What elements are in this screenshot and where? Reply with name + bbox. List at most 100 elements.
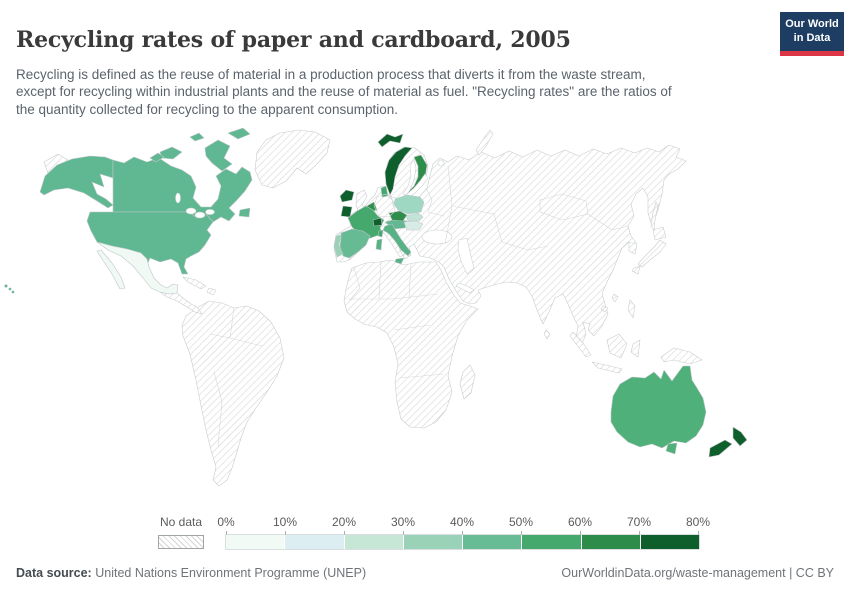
- legend-color-bar: [226, 535, 699, 549]
- country-usa-hawaii-1[interactable]: [4, 284, 8, 288]
- legend-tick-label: 70%: [626, 515, 652, 529]
- country-usa-hawaii-3[interactable]: [11, 290, 15, 294]
- legend-tick-label: 80%: [685, 515, 711, 529]
- country-new-zealand-north[interactable]: [732, 426, 748, 447]
- great-lake-superior: [185, 207, 197, 215]
- country-iceland[interactable]: [339, 189, 355, 203]
- legend-tick-label: 40%: [449, 515, 475, 529]
- country-canada-newfoundland[interactable]: [238, 207, 251, 218]
- country-new-guinea[interactable]: [660, 347, 703, 365]
- legend-tick-mark: [639, 531, 640, 535]
- page-title: Recycling rates of paper and cardboard, …: [16, 26, 571, 53]
- legend-tick-label: 50%: [508, 515, 534, 529]
- country-mexico-baja[interactable]: [96, 249, 126, 290]
- legend-bucket-2[interactable]: [344, 535, 403, 549]
- country-canada-baffin-island[interactable]: [204, 139, 233, 172]
- country-italy[interactable]: [382, 223, 412, 257]
- legend-tick-label: 60%: [567, 515, 593, 529]
- country-sri-lanka[interactable]: [543, 329, 551, 340]
- footer-rights-link[interactable]: OurWorldinData.org/waste-management | CC…: [561, 566, 834, 580]
- footer-source: Data source: United Nations Environment …: [16, 566, 366, 580]
- country-ireland[interactable]: [340, 205, 353, 218]
- country-svalbard[interactable]: [377, 133, 404, 148]
- region-eurasia[interactable]: [333, 144, 687, 347]
- great-lake-michigan-huron: [194, 211, 206, 219]
- legend-tick-mark: [580, 531, 581, 535]
- footer-source-label: Data source:: [16, 566, 92, 580]
- country-alaska[interactable]: [39, 155, 114, 209]
- caspian-sea: [457, 237, 475, 275]
- country-spain[interactable]: [339, 228, 371, 259]
- white-sea: [437, 159, 445, 167]
- legend-tick-mark: [226, 531, 227, 535]
- legend-bucket-7[interactable]: [640, 535, 699, 549]
- owid-logo[interactable]: Our World in Data: [780, 12, 844, 56]
- persian-gulf: [455, 282, 475, 294]
- legend-tick-mark: [521, 531, 522, 535]
- legend-tick-mark: [285, 531, 286, 535]
- legend-bucket-5[interactable]: [522, 535, 581, 549]
- country-japan-hokkaido[interactable]: [652, 226, 667, 241]
- country-japan-honshu[interactable]: [637, 239, 667, 268]
- country-sulawesi[interactable]: [630, 339, 641, 358]
- country-madagascar[interactable]: [459, 364, 476, 400]
- footer-source-value: United Nations Environment Programme (UN…: [95, 566, 367, 580]
- country-novaya-zemlya[interactable]: [475, 129, 494, 156]
- gulf-of-bothnia: [402, 158, 417, 196]
- country-hainan[interactable]: [600, 305, 609, 313]
- legend-bucket-1[interactable]: [285, 535, 344, 549]
- internal-borders: [209, 165, 637, 447]
- country-usa-hawaii-2[interactable]: [8, 287, 12, 291]
- legend-bucket-4[interactable]: [463, 535, 522, 549]
- country-mexico[interactable]: [96, 241, 179, 295]
- legend-bucket-0[interactable]: [226, 535, 285, 549]
- country-cuba[interactable]: [182, 276, 207, 290]
- legend-bucket-3[interactable]: [403, 535, 462, 549]
- legend-bucket-6[interactable]: [581, 535, 640, 549]
- owid-logo-line1: Our World: [785, 18, 839, 31]
- country-slovakia[interactable]: [405, 212, 424, 222]
- legend-tick-label: 30%: [390, 515, 416, 529]
- legend-tick-mark: [344, 531, 345, 535]
- lake-winnipeg: [175, 192, 181, 204]
- country-philippines[interactable]: [627, 299, 636, 319]
- legend-tick-mark: [462, 531, 463, 535]
- country-japan-kyushu[interactable]: [631, 265, 641, 275]
- country-italy-sardinia[interactable]: [375, 238, 383, 251]
- legend-tick-label: 10%: [272, 515, 298, 529]
- country-poland[interactable]: [393, 194, 425, 215]
- country-borneo[interactable]: [606, 333, 628, 359]
- footer: Data source: United Nations Environment …: [16, 566, 834, 580]
- region-africa[interactable]: [343, 259, 479, 429]
- country-canada-ellesmere-island[interactable]: [227, 127, 251, 140]
- country-sumatra[interactable]: [569, 331, 592, 358]
- country-hispaniola[interactable]: [206, 287, 217, 296]
- map-legend: No data 0% 10% 20% 30% 40% 50% 60% 70% 80%: [0, 514, 850, 556]
- legend-tick-label: 20%: [331, 515, 357, 529]
- legend-no-data-swatch[interactable]: [158, 535, 204, 549]
- country-italy-sicily[interactable]: [394, 257, 405, 265]
- legend-tick-label: 0%: [217, 515, 235, 529]
- country-canada[interactable]: [112, 156, 253, 223]
- country-australia[interactable]: [610, 365, 707, 449]
- country-france-corsica[interactable]: [377, 229, 384, 238]
- black-sea: [421, 229, 453, 245]
- country-java[interactable]: [591, 361, 623, 374]
- legend-tick-mark: [403, 531, 404, 535]
- country-portugal[interactable]: [333, 234, 344, 258]
- country-canada-banks-island[interactable]: [149, 152, 165, 163]
- region-south-america[interactable]: [181, 300, 285, 487]
- country-norway[interactable]: [384, 146, 413, 196]
- country-switzerland[interactable]: [372, 217, 383, 227]
- country-czechia[interactable]: [388, 210, 408, 222]
- page-subtitle: Recycling is defined as the reuse of mat…: [16, 66, 672, 118]
- country-taiwan[interactable]: [611, 293, 619, 303]
- region-central-america[interactable]: [159, 291, 203, 315]
- country-canada-arctic-islet[interactable]: [189, 132, 205, 142]
- country-hungary[interactable]: [403, 220, 424, 231]
- country-new-zealand-south[interactable]: [708, 439, 733, 458]
- country-greenland[interactable]: [254, 129, 331, 189]
- country-australia-tasmania[interactable]: [665, 442, 678, 455]
